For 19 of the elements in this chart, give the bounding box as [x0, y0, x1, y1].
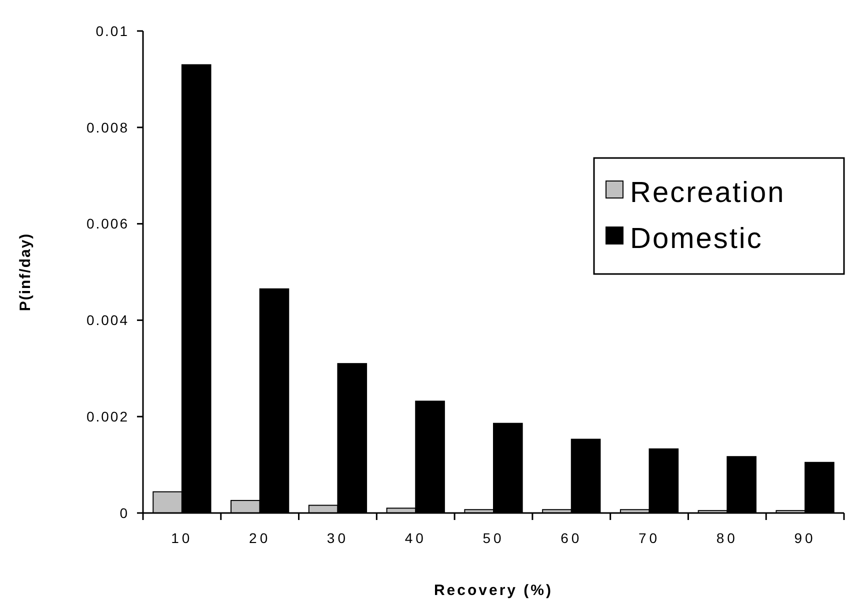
x-tick-label: 40: [404, 530, 426, 546]
y-tick-label: 0.008: [86, 119, 129, 136]
x-tick-label: 60: [560, 530, 582, 546]
x-axis-title: Recovery (%): [434, 582, 554, 599]
x-tick-label: 70: [638, 530, 660, 546]
x-tick-label: 90: [794, 530, 816, 546]
x-tick-label: 10: [171, 530, 193, 546]
y-tick-label: 0.01: [96, 22, 129, 39]
legend-label: Recreation: [630, 177, 786, 210]
x-tick-label: 50: [482, 530, 504, 546]
y-axis-title: P(inf/day): [17, 232, 34, 312]
x-tick-label: 30: [326, 530, 349, 546]
y-tick-label: 0: [120, 504, 129, 521]
x-tick-label: 80: [716, 530, 738, 546]
x-tick-label: 20: [249, 530, 271, 546]
y-tick-label: 0.004: [86, 312, 129, 328]
y-tick-label: 0.006: [86, 216, 129, 232]
legend-label: Domestic: [630, 223, 763, 256]
y-tick-label: 0.002: [86, 408, 129, 424]
